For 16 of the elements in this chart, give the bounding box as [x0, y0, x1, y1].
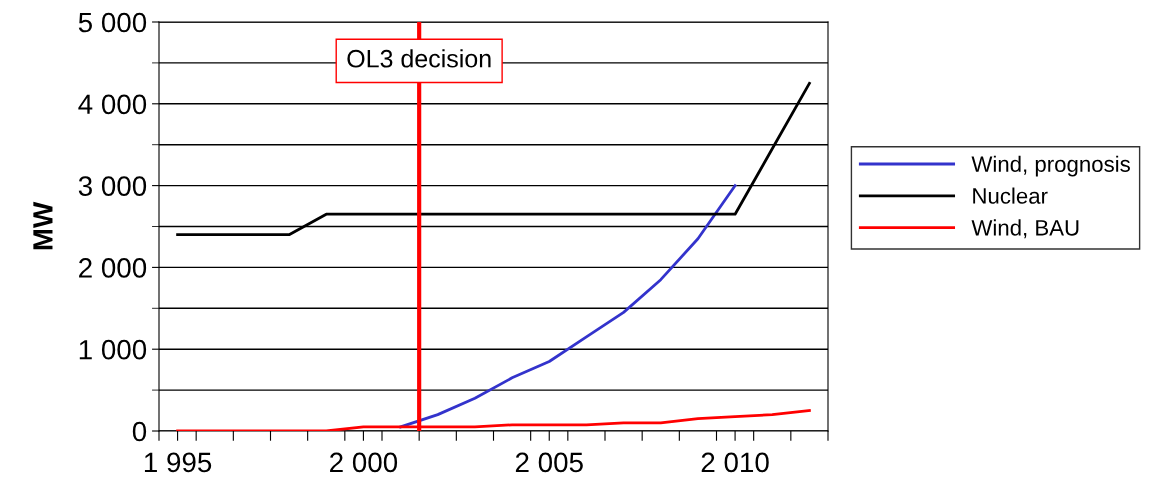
ref-line-label: OL3 decision	[347, 49, 491, 68]
legend-label: Nuclear	[973, 187, 1048, 204]
y-tick-label: 1 000	[79, 339, 147, 360]
x-tick-label: 1 995	[144, 452, 212, 473]
y-tick-label: 0	[132, 421, 147, 442]
line-series	[399, 184, 737, 429]
legend-label: Wind, prognosis	[971, 155, 1130, 177]
x-tick-label: 2 010	[701, 452, 769, 473]
y-tick-label: 3 000	[78, 176, 147, 196]
y-tick-label: 5 000	[78, 12, 147, 33]
legend-label: Wind, BAU	[971, 219, 1079, 239]
x-tick-label: 2 005	[515, 452, 583, 473]
y-tick-label: 4 000	[78, 94, 147, 115]
x-tick-label: 2 000	[330, 452, 398, 473]
y-tick-label: 2 000	[79, 258, 147, 278]
y-axis-title: MW	[33, 201, 53, 250]
